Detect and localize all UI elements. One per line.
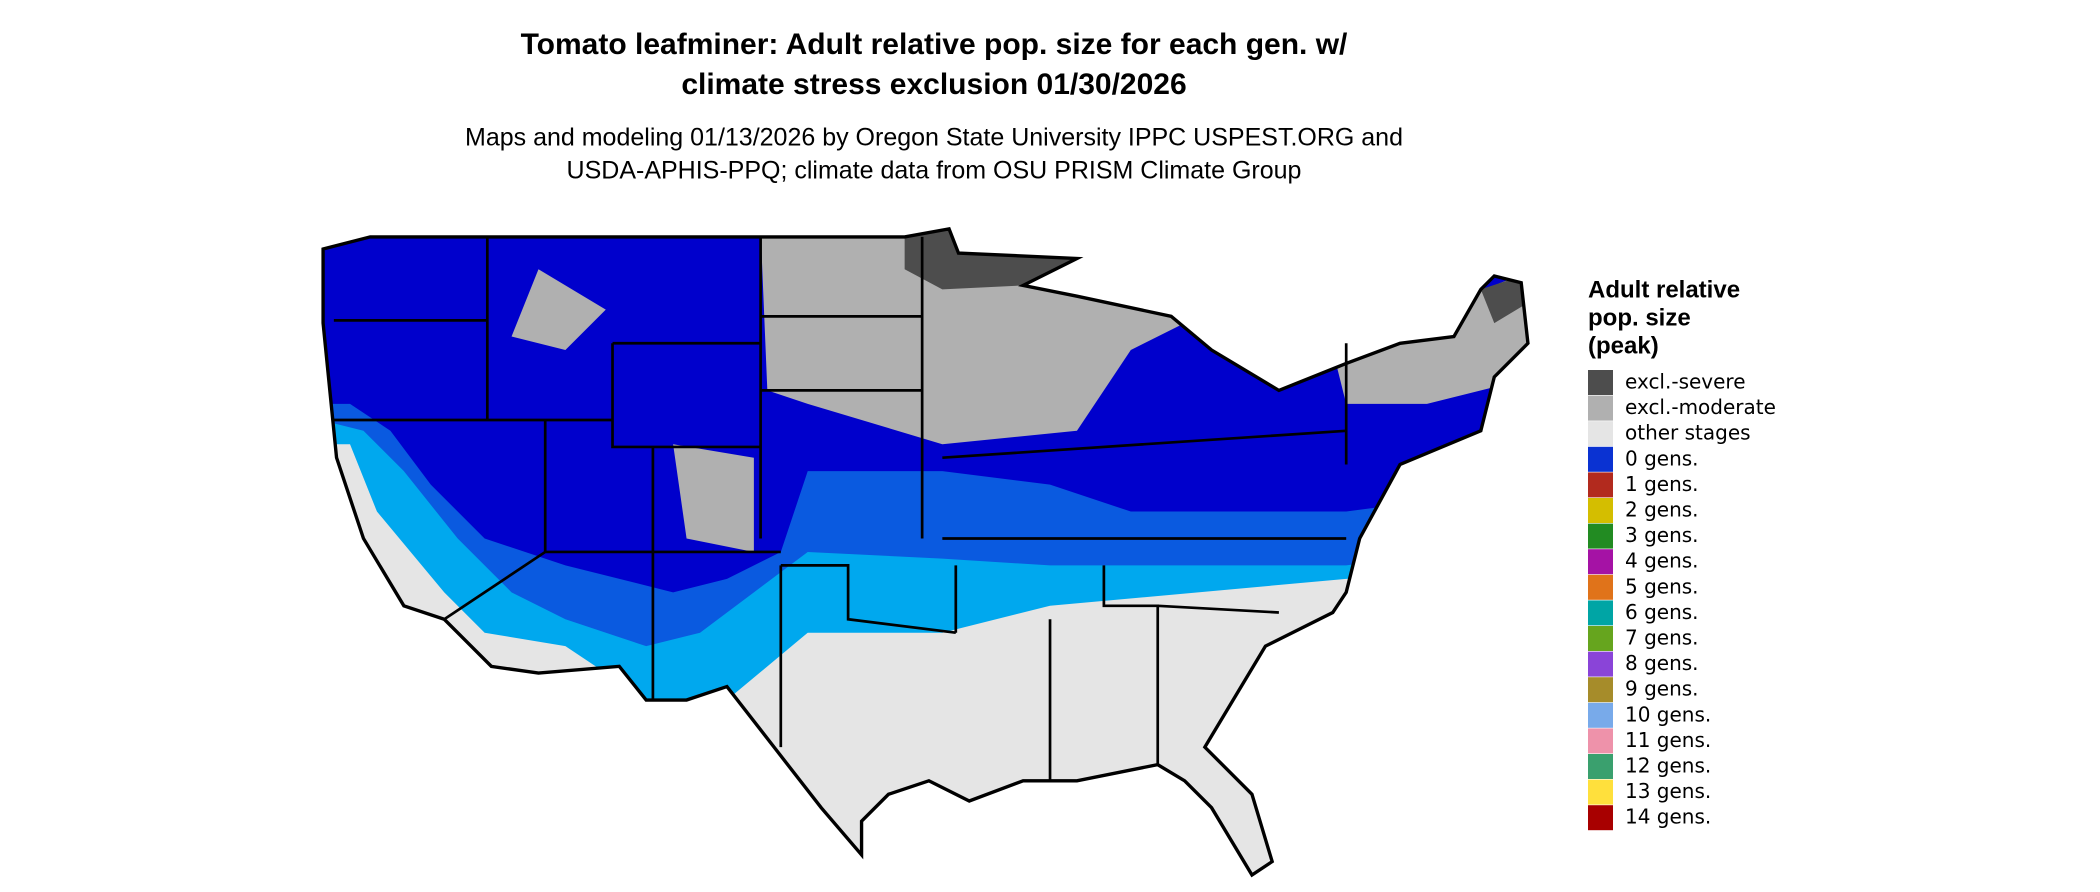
legend-swatch	[1588, 779, 1613, 805]
legend-label: 9 gens.	[1625, 677, 1699, 701]
subtitle-line: USDA-APHIS-PPQ; climate data from OSU PR…	[567, 157, 1302, 185]
legend-swatch	[1588, 805, 1613, 831]
legend-swatch	[1588, 370, 1613, 395]
legend-label: 12 gens.	[1625, 754, 1711, 778]
legend-swatch	[1588, 626, 1613, 651]
map	[321, 226, 1530, 878]
titles: Tomato leafminer: Adult relative pop. si…	[465, 28, 1403, 185]
legend-label: 8 gens.	[1625, 651, 1699, 675]
region-excl-moderate-west	[511, 269, 754, 552]
map-regions	[323, 228, 1528, 876]
legend-swatch	[1588, 574, 1613, 600]
legend-label: 10 gens.	[1625, 702, 1711, 726]
legend-swatch	[1588, 523, 1613, 549]
state-borders	[321, 226, 1530, 878]
legend-swatch	[1588, 446, 1613, 472]
legend-label: 5 gens.	[1625, 574, 1699, 598]
legend-swatch	[1588, 600, 1613, 626]
legend-swatch	[1588, 395, 1613, 421]
legend-swatch	[1588, 651, 1613, 677]
legend-label: 3 gens.	[1625, 523, 1699, 547]
legend-label: excl.-severe	[1625, 370, 1746, 394]
legend-swatch	[1588, 472, 1613, 498]
legend-swatch	[1588, 754, 1613, 779]
legend-swatch	[1588, 421, 1613, 447]
legend-label: 7 gens.	[1625, 626, 1699, 650]
legend-label: 6 gens.	[1625, 600, 1699, 624]
region-excl-severe-me	[1480, 275, 1528, 324]
legend-label: 13 gens.	[1625, 779, 1711, 803]
title-line: Tomato leafminer: Adult relative pop. si…	[521, 28, 1348, 61]
legend-title: (peak)	[1588, 332, 1659, 359]
legend-label: 0 gens.	[1625, 446, 1699, 470]
legend-title: Adult relative	[1588, 276, 1740, 303]
subtitle-line: Maps and modeling 01/13/2026 by Oregon S…	[465, 124, 1403, 152]
legend-swatch	[1588, 498, 1613, 523]
legend-title: pop. size	[1588, 304, 1691, 331]
title-line: climate stress exclusion 01/30/2026	[681, 68, 1186, 101]
legend-label: 14 gens.	[1625, 805, 1711, 829]
legend-label: 4 gens.	[1625, 549, 1699, 573]
legend-label: 1 gens.	[1625, 472, 1699, 496]
legend-label: other stages	[1625, 421, 1751, 445]
legend-swatch	[1588, 677, 1613, 703]
legend-swatch	[1588, 728, 1613, 754]
legend-swatch	[1588, 549, 1613, 575]
legend-swatch	[1588, 702, 1613, 728]
legend-label: 2 gens.	[1625, 498, 1699, 522]
legend-label: excl.-moderate	[1625, 395, 1776, 419]
legend-label: 11 gens.	[1625, 728, 1711, 752]
